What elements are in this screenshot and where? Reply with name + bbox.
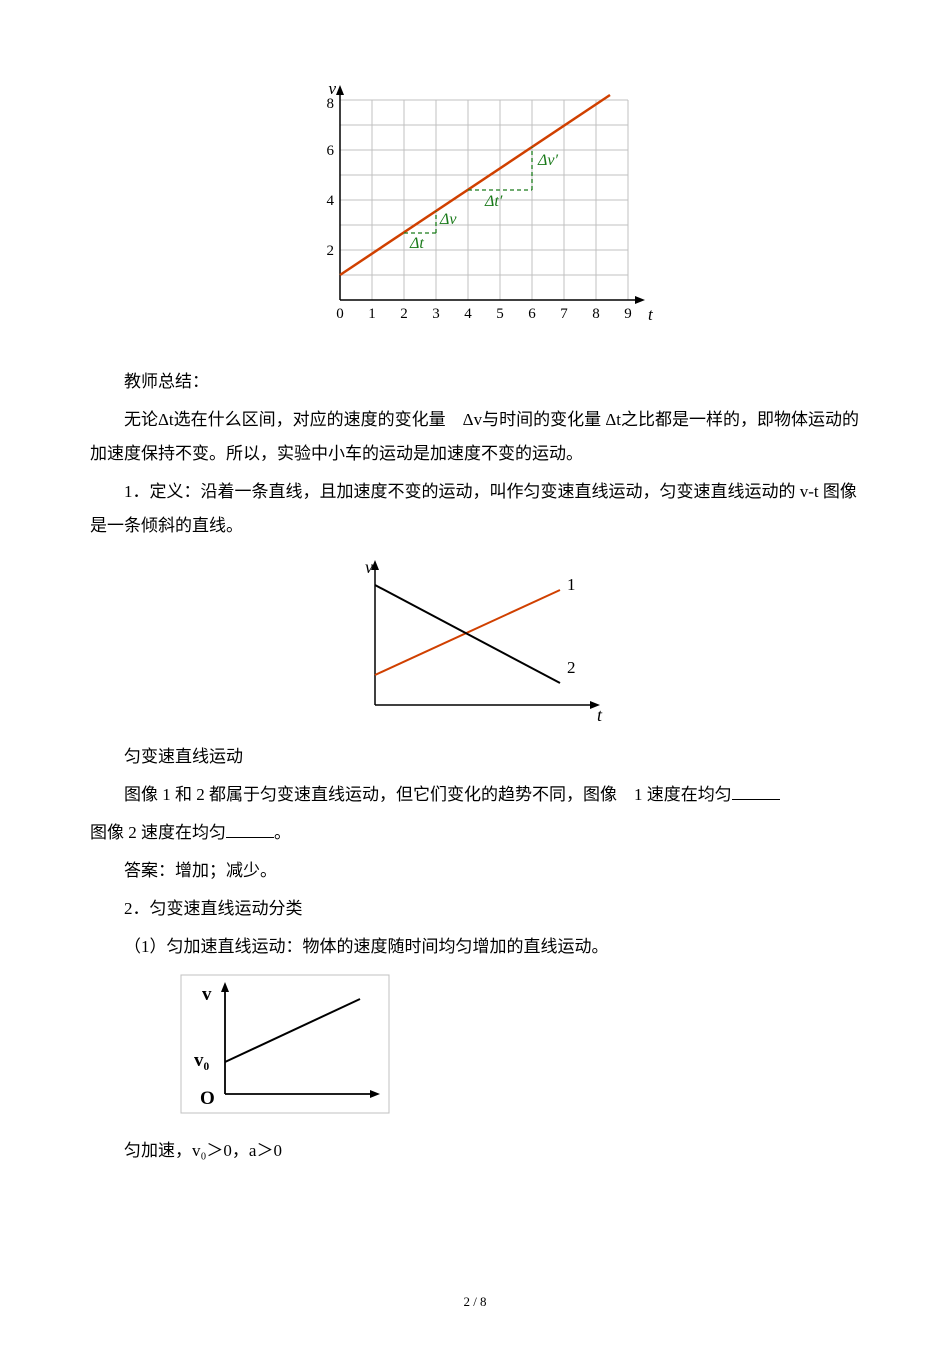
svg-text:Δt′: Δt′ [484,193,503,210]
blank-2 [226,821,274,838]
svg-text:v: v [365,557,373,577]
svg-text:0: 0 [336,306,344,322]
svg-text:6: 6 [327,143,335,159]
svg-text:O: O [200,1088,215,1109]
compare-text-2: 图像 2 速度在均匀 [90,823,226,842]
chart3-accelerating: v v₀ O [180,974,390,1114]
svg-text:1: 1 [567,575,576,594]
compare-text-1: 图像 1 和 2 都属于匀变速直线运动，但它们变化的趋势不同，图像 1 速度在均… [124,785,732,804]
classification-heading: 2．匀变速直线运动分类 [90,892,860,926]
svg-text:7: 7 [560,306,568,322]
svg-text:1: 1 [368,306,376,322]
svg-text:2: 2 [567,658,576,677]
svg-text:2: 2 [400,306,408,322]
compare-line-1: 图像 1 和 2 都属于匀变速直线运动，但它们变化的趋势不同，图像 1 速度在均… [90,778,860,812]
svg-text:8: 8 [592,306,600,322]
definition-text: 1．定义：沿着一条直线，且加速度不变的运动，叫作匀变速直线运动，匀变速直线运动的… [90,475,860,543]
summary-heading: 教师总结： [90,365,860,399]
motion-heading: 匀变速直线运动 [90,740,860,774]
svg-text:6: 6 [528,306,536,322]
svg-text:v₀: v₀ [194,1050,210,1071]
period: 。 [274,823,291,842]
svg-text:v: v [202,984,212,1005]
chart2-crossing-lines: v t 1 2 [335,555,615,725]
chart2-container: v t 1 2 [90,555,860,725]
svg-text:Δv: Δv [439,211,457,228]
svg-text:3: 3 [432,306,440,322]
svg-text:Δv′: Δv′ [537,152,558,169]
chart1-vt-grid: 2 4 6 8 0 1 2 3 4 5 6 7 8 9 v t [290,80,660,340]
chart1-container: 2 4 6 8 0 1 2 3 4 5 6 7 8 9 v t [90,80,860,340]
chart3-container: v v₀ O [180,974,860,1119]
answer-text: 答案：增加；减少。 [90,854,860,888]
condition-text: 匀加速，v₀＞0，a＞0 [90,1134,860,1168]
svg-text:8: 8 [327,96,335,112]
svg-text:v: v [328,80,336,98]
svg-text:t: t [648,305,654,324]
svg-text:2: 2 [327,243,335,259]
compare-line-2: 图像 2 速度在均匀 。 [90,816,860,850]
svg-text:t: t [597,705,603,725]
svg-text:4: 4 [464,306,472,322]
class1-text: （1）匀加速直线运动：物体的速度随时间均匀增加的直线运动。 [90,930,860,964]
blank-1 [732,783,780,800]
summary-text: 无论Δt选在什么区间，对应的速度的变化量 Δv与时间的变化量 Δt之比都是一样的… [90,403,860,471]
svg-text:Δt: Δt [409,235,424,252]
svg-text:9: 9 [624,306,632,322]
svg-text:4: 4 [327,193,335,209]
svg-text:5: 5 [496,306,504,322]
page-number: 2 / 8 [0,1294,950,1310]
